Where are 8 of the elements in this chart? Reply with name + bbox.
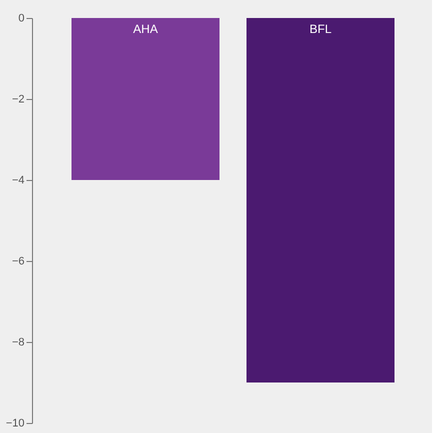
y-tick-label: 0 [18, 12, 24, 24]
x-tick-label: BFL [309, 22, 332, 36]
y-tick-label: −2 [12, 94, 24, 106]
y-tick-label: −8 [12, 336, 24, 348]
x-tick-label: AHA [133, 22, 158, 36]
y-tick-label: −6 [12, 256, 24, 268]
y-tick-label: −10 [6, 418, 24, 430]
y-tick-label: −4 [12, 174, 24, 186]
